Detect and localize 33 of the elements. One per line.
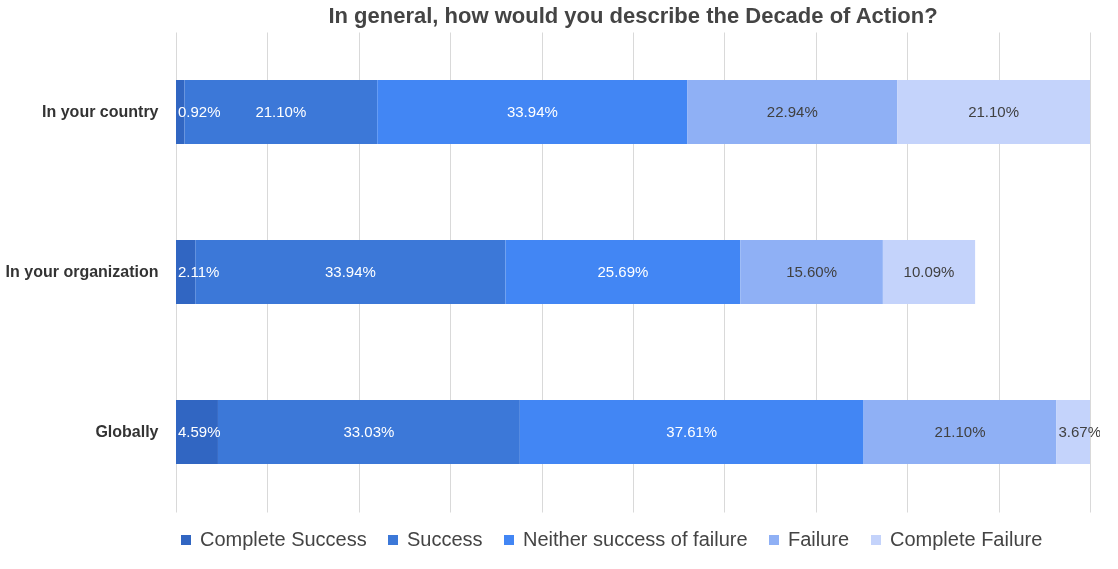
legend-label: Neither success of failure [523,528,748,550]
bar [882,240,976,304]
chart-title: In general, how would you describe the Decade of Action? [328,3,938,28]
data-label: 4.59% [178,423,221,440]
bar [687,80,898,144]
bar [863,400,1057,464]
legend-label: Complete Failure [890,528,1043,550]
legend-label: Complete Success [200,528,367,550]
data-label: 21.10% [255,103,307,120]
data-label: 3.67% [1058,423,1101,440]
data-label: 21.10% [968,103,1020,120]
bar [519,400,864,464]
data-label: 10.09% [903,263,955,280]
data-label: 25.69% [597,263,649,280]
bar [176,400,218,464]
data-label: 2.11% [178,263,220,280]
data-label: 33.03% [343,423,395,440]
legend-label: Success [407,528,483,550]
data-label: 33.94% [324,263,376,280]
bar [740,240,883,304]
data-label: 22.94% [766,103,818,120]
data-label: 0.92% [178,103,221,120]
bar [897,80,1090,144]
y-tick-label: Globally [95,423,159,440]
data-label: 37.61% [666,423,718,440]
y-tick-label: In your country [42,103,159,120]
y-tick-label: In your organization [5,263,159,280]
data-label: 33.94% [506,103,558,120]
legend-label: Failure [788,528,850,550]
data-label: 21.10% [934,423,986,440]
data-label: 15.60% [786,263,838,280]
bar [505,240,741,304]
bar [377,80,688,144]
